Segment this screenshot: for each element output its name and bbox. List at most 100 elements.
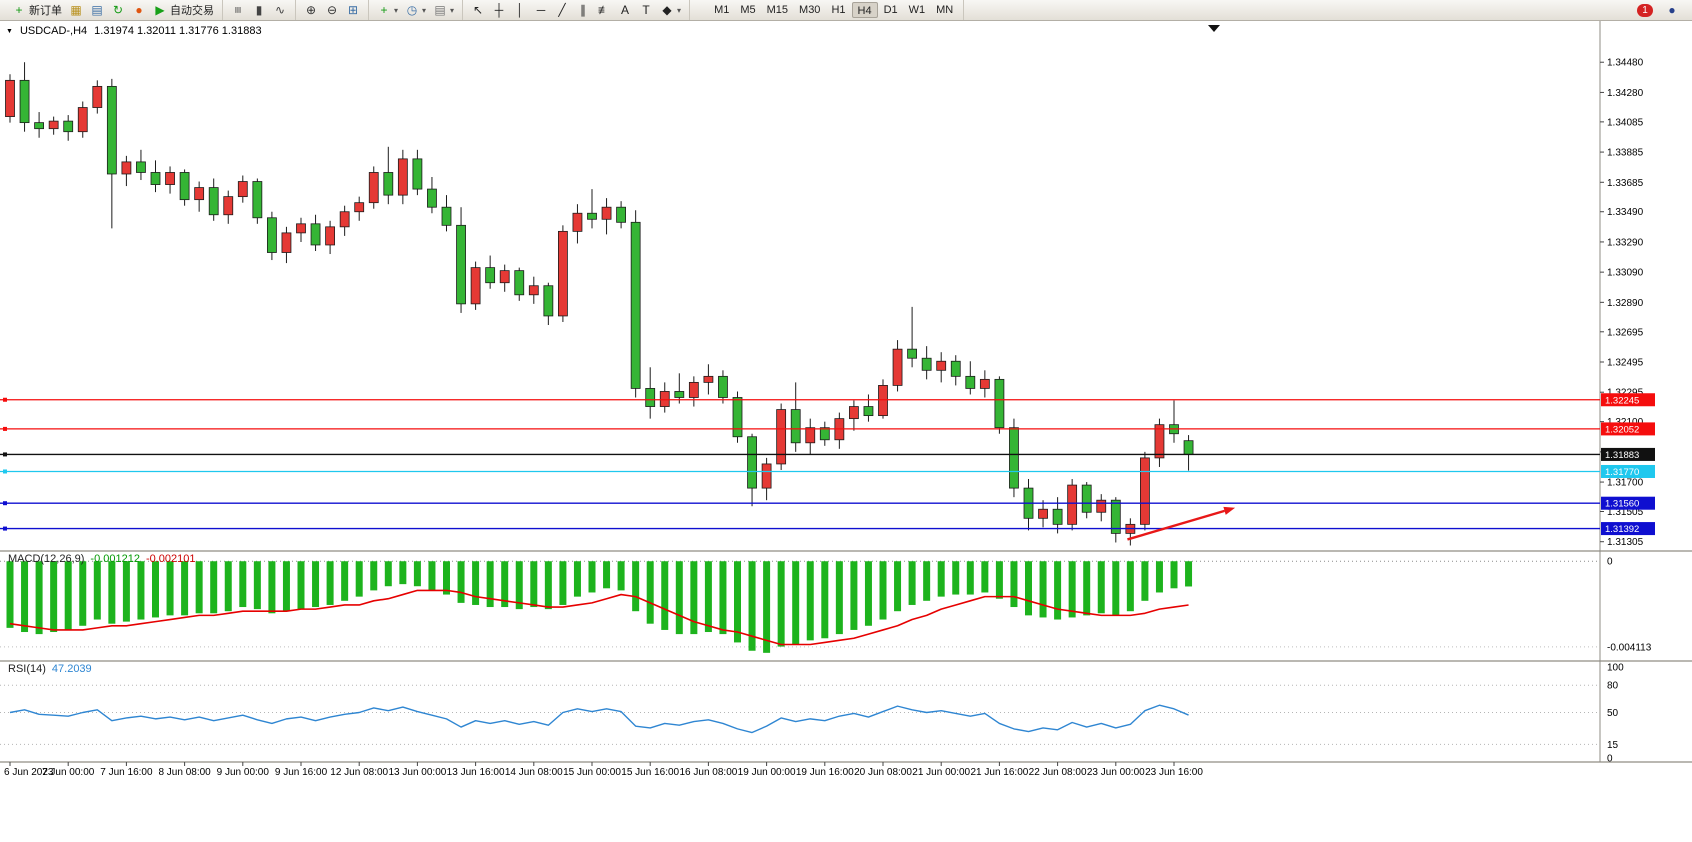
charts-button[interactable]: ▦: [66, 1, 86, 19]
svg-text:8 Jun 08:00: 8 Jun 08:00: [158, 767, 211, 778]
chevron-down-icon: ▾: [450, 5, 455, 15]
svg-text:22 Jun 08:00: 22 Jun 08:00: [1029, 767, 1087, 778]
timeframe-m15-button[interactable]: M15: [762, 2, 793, 18]
svg-text:9 Jun 16:00: 9 Jun 16:00: [275, 767, 328, 778]
svg-text:1.31305: 1.31305: [1607, 537, 1644, 548]
line-chart-icon: ∿: [274, 3, 286, 17]
zoom-out-icon: ⊖: [326, 3, 338, 17]
profiles-button[interactable]: ▤: [87, 1, 107, 19]
svg-text:0: 0: [1607, 557, 1613, 568]
candlestick-series: [5, 62, 1194, 546]
horizontal-line-icon: ─: [536, 3, 546, 17]
add-indicator-icon: +: [380, 3, 388, 17]
svg-text:19 Jun 16:00: 19 Jun 16:00: [796, 767, 854, 778]
notifications-button[interactable]: 1: [1634, 1, 1656, 19]
candlestick-chart-button[interactable]: ▮: [249, 1, 269, 19]
timeframe-h4-button[interactable]: H4: [851, 2, 878, 18]
scroll-to-end-icon[interactable]: [1208, 25, 1220, 32]
chevron-down-icon: ▾: [677, 5, 682, 15]
chart-menu-icon[interactable]: ▼: [6, 27, 13, 35]
cursor-button[interactable]: ↖: [468, 1, 488, 19]
templates-button[interactable]: ▤ ▾: [430, 1, 457, 19]
refresh-button[interactable]: ↻: [108, 1, 128, 19]
rsi-panel: 100 80 50 15 0: [0, 663, 1624, 765]
trendline-icon: ╱: [558, 3, 566, 17]
vertical-line-button[interactable]: │: [510, 1, 530, 19]
chart-canvas[interactable]: 1.34480 1.34280 1.34085 1.33885 1.33685 1.334…: [0, 21, 1692, 842]
text-button[interactable]: A: [615, 1, 635, 19]
svg-text:14 Jun 08:00: 14 Jun 08:00: [505, 767, 563, 778]
svg-text:1.31770: 1.31770: [1605, 467, 1639, 478]
crosshair-icon: ┼: [494, 3, 504, 17]
timeframe-mn-button[interactable]: MN: [931, 2, 958, 18]
auto-trading-play-icon: ▶: [155, 3, 165, 17]
chart-ohlc: 1.31974 1.32011 1.31776 1.31883: [94, 25, 262, 37]
tile-windows-button[interactable]: ⊞: [343, 1, 363, 19]
trend-arrow: [1127, 506, 1236, 541]
community-button[interactable]: ●: [1662, 1, 1682, 19]
trendline-button[interactable]: ╱: [552, 1, 572, 19]
macd-signal-value: -0.002101: [145, 553, 196, 565]
svg-text:15 Jun 16:00: 15 Jun 16:00: [621, 767, 679, 778]
svg-text:7 Jun 00:00: 7 Jun 00:00: [42, 767, 95, 778]
channel-button[interactable]: ∥: [573, 1, 593, 19]
rsi-value: 47.2039: [51, 663, 92, 675]
toolbar: + 新订单 ▦ ▤ ↻ ● ▶ 自动交易 ≡ ▮ ∿ ⊕ ⊖ ⊞ + ▾ ◷ ▾ ▤ ▾ ↖ ┼ │ ─ ╱ ∥ ≢ A T ◆ ▾ M1 M5…: [0, 0, 1692, 21]
bar-chart-button[interactable]: ≡: [228, 1, 248, 19]
svg-text:1.33685: 1.33685: [1607, 178, 1644, 189]
panel-dividers: [0, 21, 1692, 763]
crosshair-button[interactable]: ┼: [489, 1, 509, 19]
price-badges: 1.32245 1.32052 1.31883 1.31770 1.31560 1.313…: [1601, 393, 1655, 536]
svg-text:7 Jun 16:00: 7 Jun 16:00: [100, 767, 153, 778]
svg-text:1.32695: 1.32695: [1607, 327, 1644, 338]
timeframe-m30-button[interactable]: M30: [794, 2, 825, 18]
chevron-down-icon: ▾: [422, 5, 427, 15]
candlestick-chart-icon: ▮: [255, 3, 263, 17]
shapes-button[interactable]: ◆ ▾: [657, 1, 684, 19]
line-chart-button[interactable]: ∿: [270, 1, 290, 19]
svg-text:80: 80: [1607, 681, 1619, 692]
svg-text:1.31700: 1.31700: [1607, 478, 1644, 489]
fibonacci-icon: ≢: [598, 3, 611, 17]
indicators-button[interactable]: + ▾: [374, 1, 401, 19]
zoom-out-button[interactable]: ⊖: [322, 1, 342, 19]
timeframe-w1-button[interactable]: W1: [904, 2, 931, 18]
svg-text:20 Jun 08:00: 20 Jun 08:00: [854, 767, 912, 778]
svg-text:16 Jun 08:00: 16 Jun 08:00: [679, 767, 737, 778]
chart-window-icon: ▦: [70, 3, 82, 17]
tile-windows-icon: ⊞: [347, 3, 359, 17]
horizontal-line-button[interactable]: ─: [531, 1, 551, 19]
svg-text:1.33885: 1.33885: [1607, 148, 1644, 159]
text-label-button[interactable]: T: [636, 1, 656, 19]
vertical-line-icon: │: [516, 3, 524, 17]
zoom-in-button[interactable]: ⊕: [301, 1, 321, 19]
timeframe-h1-button[interactable]: H1: [826, 2, 850, 18]
chart-symbol-period: USDCAD-,H4: [19, 25, 88, 37]
new-order-button[interactable]: + 新订单: [9, 1, 65, 19]
timeframe-m5-button[interactable]: M5: [735, 2, 760, 18]
auto-trading-button[interactable]: ▶ 自动交易: [150, 1, 217, 19]
timeframe-d1-button[interactable]: D1: [879, 2, 903, 18]
svg-text:6 Jun 2023: 6 Jun 2023: [4, 767, 54, 778]
rsi-label: RSI(14) 47.2039: [8, 663, 92, 675]
timeframe-m1-button[interactable]: M1: [709, 2, 734, 18]
experts-button[interactable]: ●: [129, 1, 149, 19]
chart-title: ▼ USDCAD-,H4 1.31974 1.32011 1.31776 1.3…: [6, 25, 262, 37]
macd-panel: 0 -0.004113: [0, 557, 1652, 653]
auto-trading-label: 自动交易: [170, 5, 214, 17]
community-icon: ●: [1668, 3, 1676, 17]
svg-text:21 Jun 00:00: 21 Jun 00:00: [912, 767, 970, 778]
svg-text:0: 0: [1607, 754, 1613, 765]
periods-button[interactable]: ◷ ▾: [402, 1, 429, 19]
fibonacci-button[interactable]: ≢: [594, 1, 614, 19]
new-order-icon: +: [15, 3, 23, 17]
chart-window: 1.34480 1.34280 1.34085 1.33885 1.33685 1.334…: [0, 21, 1692, 842]
svg-text:13 Jun 00:00: 13 Jun 00:00: [388, 767, 446, 778]
svg-text:1.32295: 1.32295: [1607, 388, 1644, 399]
channel-icon: ∥: [580, 3, 587, 17]
svg-text:1.31883: 1.31883: [1605, 450, 1639, 461]
refresh-icon: ↻: [112, 3, 124, 17]
cursor-icon: ↖: [473, 3, 484, 17]
